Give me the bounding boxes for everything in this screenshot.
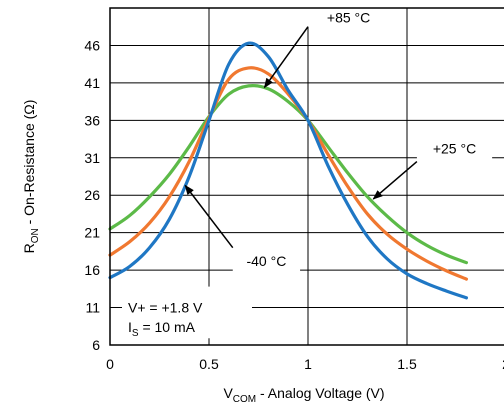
x-axis-title: VCOM - Analog Voltage (V) — [223, 385, 384, 405]
x-tick-label: 0 — [106, 356, 114, 372]
annotation-label: -40 °C — [246, 253, 286, 269]
series-lines — [108, 41, 468, 300]
x-tick-label: 1.5 — [397, 356, 417, 372]
annotation-arrow — [263, 26, 309, 89]
x-tick-label: 2 — [502, 356, 504, 372]
annotation-label: +25 °C — [433, 140, 476, 156]
annotations: +85 °C +25 °C -40 °C — [184, 8, 493, 274]
y-tick-label: 31 — [84, 150, 100, 166]
switch-current-sub: S — [132, 328, 139, 339]
y-tick-label: 16 — [84, 262, 100, 278]
y-tick-label: 21 — [84, 225, 100, 241]
tick-labels: 00.511.5261116212631364146 — [84, 37, 504, 372]
switch-current-main: I — [128, 319, 132, 335]
y-axis-title-main: R — [21, 243, 37, 253]
annotation-ann-85: +85 °C — [263, 8, 404, 89]
test-conditions-background — [122, 286, 252, 339]
y-tick-label: 11 — [85, 300, 100, 316]
y-axis-title: RON - On-Resistance (Ω) — [21, 100, 41, 254]
x-axis-title-sub: COM — [233, 394, 256, 405]
annotation-label: +85 °C — [327, 9, 370, 25]
switch-current-rest: = 10 mA — [139, 319, 196, 335]
test-conditions-box: V+ = +1.8 V IS = 10 mA — [122, 286, 252, 339]
x-axis-title-rest: - Analog Voltage (V) — [256, 385, 384, 401]
supply-voltage-condition: V+ = +1.8 V — [128, 300, 203, 316]
x-tick-label: 0.5 — [199, 356, 219, 372]
series-line-85-c — [108, 84, 468, 265]
y-axis-title-sub: ON — [30, 228, 41, 243]
annotation-arrow — [372, 160, 418, 200]
annotation-arrow — [184, 184, 234, 249]
switch-current-condition: IS = 10 mA — [128, 319, 196, 339]
series-line-40-c — [108, 41, 468, 300]
annotation-box — [294, 8, 404, 27]
plot-frame — [109, 7, 504, 346]
y-tick-label: 26 — [84, 187, 100, 203]
x-axis-title-main: V — [223, 385, 233, 401]
y-tick-label: 36 — [84, 112, 100, 128]
y-tick-label: 6 — [92, 337, 100, 353]
annotation-box — [232, 247, 301, 274]
y-tick-label: 46 — [84, 37, 100, 53]
annotation-ann-25: +25 °C — [372, 135, 493, 200]
annotation-ann-m40: -40 °C — [184, 184, 301, 274]
annotation-box — [416, 135, 493, 162]
y-axis-title-rest: - On-Resistance (Ω) — [21, 100, 37, 229]
x-tick-label: 1 — [304, 356, 312, 372]
y-tick-label: 41 — [84, 75, 100, 91]
series-line-25-c — [108, 66, 468, 281]
